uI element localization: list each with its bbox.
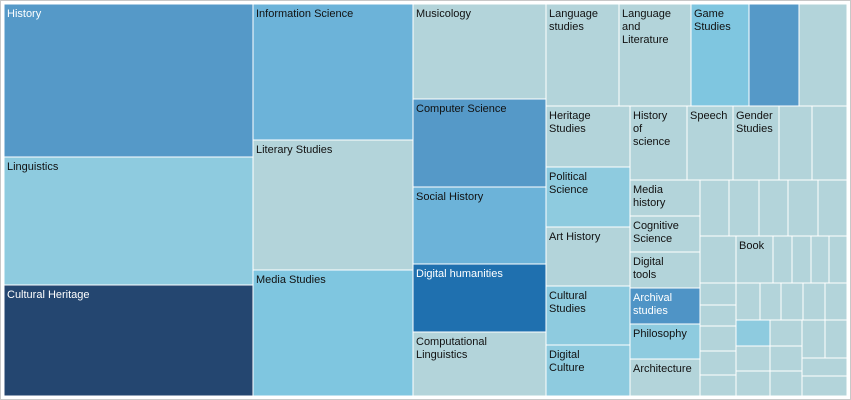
treemap-tile	[824, 282, 848, 321]
treemap-tile-label: Computational Linguistics	[416, 336, 487, 361]
treemap-tile	[735, 282, 761, 321]
treemap-tile-label: Literary Studies	[256, 144, 333, 156]
treemap-tile	[699, 304, 737, 327]
treemap-tile	[801, 357, 848, 377]
treemap-tile	[810, 235, 830, 284]
treemap-tile-label: Digital Culture	[549, 349, 584, 374]
treemap-tile-label: Philosophy	[633, 328, 687, 340]
treemap-tile	[791, 235, 812, 284]
treemap-tile	[699, 350, 737, 376]
treemap-tile	[412, 331, 547, 397]
treemap-tile	[769, 319, 803, 347]
treemap-tile	[769, 345, 803, 372]
treemap-tile	[824, 319, 848, 359]
treemap-tile	[412, 186, 547, 265]
treemap-tile	[728, 179, 760, 237]
treemap-tile	[629, 323, 701, 360]
treemap-tile-label: Musicology	[416, 8, 472, 20]
treemap-tile-label: Linguistics	[7, 161, 59, 173]
treemap-tile-label: History	[7, 8, 42, 20]
treemap-tile-label: Media history	[633, 184, 666, 209]
treemap-tile-label: Archival studies	[633, 292, 672, 317]
treemap-tile-label: Language and Literature	[622, 8, 671, 46]
treemap-tile	[686, 105, 734, 181]
treemap-tile	[759, 282, 782, 321]
treemap-tile	[252, 139, 414, 271]
treemap-tile-label: Cultural Studies	[549, 290, 587, 315]
treemap-tile-label: Computer Science	[416, 103, 507, 115]
treemap-tile-label: Digital tools	[633, 256, 664, 281]
treemap-tile-label: Information Science	[256, 8, 353, 20]
treemap-tile	[699, 282, 737, 306]
treemap-tile	[545, 105, 631, 168]
treemap-tile	[735, 370, 771, 397]
treemap-tile	[545, 3, 620, 107]
treemap-tile	[412, 98, 547, 188]
treemap-tile	[629, 251, 701, 289]
treemap-tile	[629, 179, 701, 217]
treemap-tile-label: Speech	[690, 110, 727, 122]
treemap-tile-label: Gender Studies	[736, 110, 773, 135]
treemap-tile	[787, 179, 819, 237]
treemap-tile	[798, 3, 848, 107]
treemap-tile	[618, 3, 692, 107]
treemap-tile	[699, 179, 730, 237]
treemap-tile-label: Language studies	[549, 8, 598, 33]
treemap-tile	[811, 105, 848, 181]
treemap-tile	[828, 235, 848, 284]
treemap-tile	[735, 345, 771, 372]
treemap-tile	[3, 284, 254, 397]
treemap-tile	[545, 166, 631, 228]
treemap-tile	[629, 105, 688, 181]
treemap-tile	[699, 374, 737, 397]
treemap-tile	[748, 3, 800, 107]
treemap-tile	[817, 179, 848, 237]
treemap-tile	[690, 3, 750, 107]
treemap-tile	[699, 325, 737, 352]
treemap-tile-label: Cognitive Science	[633, 220, 679, 245]
treemap-tile	[735, 319, 771, 347]
treemap-tile	[3, 156, 254, 286]
treemap-tile	[802, 282, 826, 321]
treemap-tile-label: Digital humanities	[416, 268, 503, 280]
treemap-tile	[758, 179, 789, 237]
treemap-tile-label: Media Studies	[256, 274, 326, 286]
treemap-tile-label: Game Studies	[694, 8, 731, 33]
treemap-tile	[412, 3, 547, 100]
treemap-tile	[780, 282, 804, 321]
treemap-tile	[629, 215, 701, 253]
treemap-tile-label: History of science	[633, 110, 670, 148]
treemap-tile	[778, 105, 813, 181]
treemap-tile-label: Architecture	[633, 363, 692, 375]
treemap-tile	[252, 3, 414, 141]
treemap-tile	[699, 235, 737, 284]
treemap-tile	[801, 375, 848, 397]
treemap-tile	[545, 344, 631, 397]
treemap-tile	[545, 226, 631, 287]
treemap-tile-label: Heritage Studies	[549, 110, 591, 135]
treemap-tile-label: Cultural Heritage	[7, 289, 90, 301]
treemap-tile-label: Social History	[416, 191, 484, 203]
treemap-tile	[252, 269, 414, 397]
treemap-tile	[735, 235, 774, 284]
treemap-tile	[772, 235, 793, 284]
treemap-tile	[3, 3, 254, 158]
treemap-tile	[769, 370, 803, 397]
treemap-tile-label: Political Science	[549, 171, 588, 196]
treemap-tile-label: Book	[739, 240, 765, 252]
treemap-tile	[412, 263, 547, 333]
treemap-tile-label: Art History	[549, 231, 601, 243]
treemap-tile	[732, 105, 780, 181]
treemap-tile	[801, 319, 826, 359]
treemap-tile	[629, 358, 701, 397]
